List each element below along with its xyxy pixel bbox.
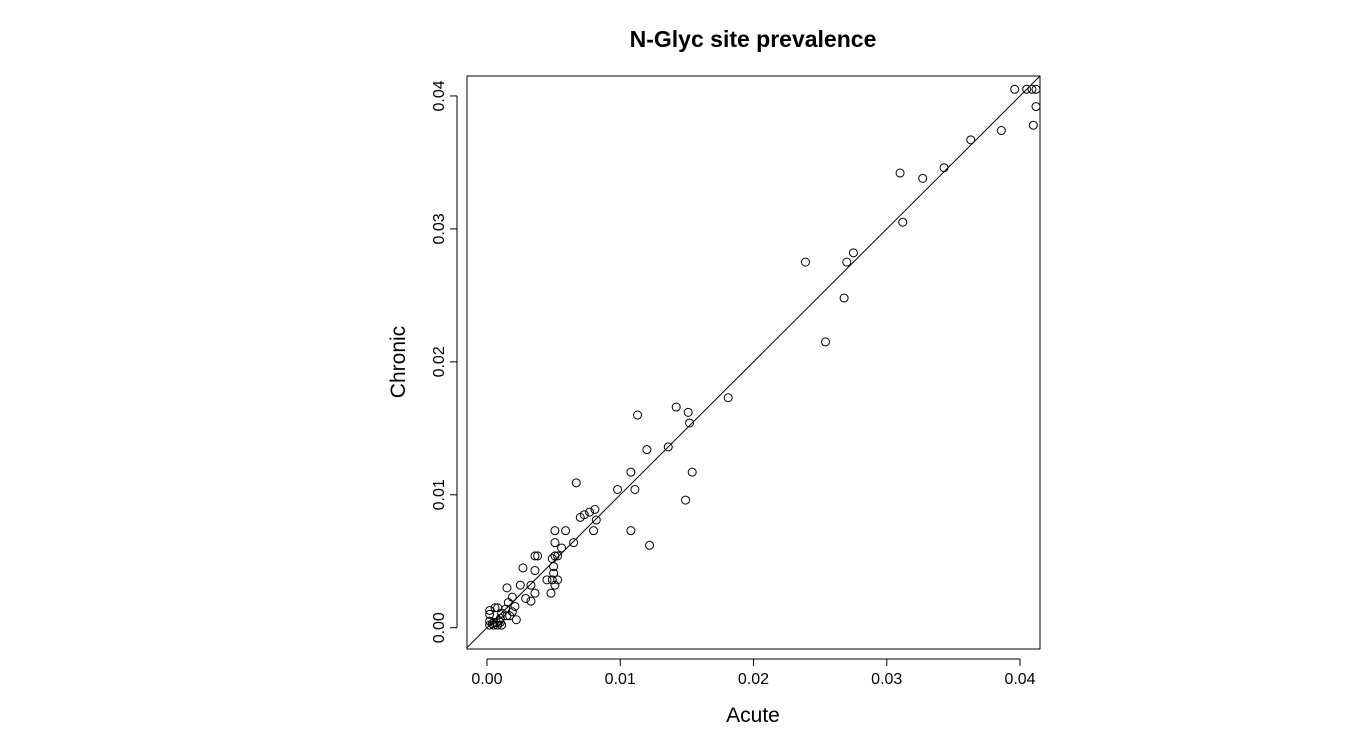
data-point (633, 410, 643, 420)
y-tick-label: 0.04 (431, 80, 448, 111)
data-point (530, 551, 540, 561)
data-point (663, 442, 673, 452)
y-axis: 0.00 0.01 0.02 0.03 0.04 (431, 80, 458, 643)
data-point (683, 407, 693, 417)
data-point (549, 562, 559, 572)
y-axis-title: Chronic (387, 326, 410, 398)
data-point (966, 135, 976, 145)
data-point (547, 575, 557, 585)
data-point (723, 393, 733, 403)
data-point (549, 568, 559, 578)
data-point (996, 126, 1006, 136)
data-point (485, 609, 495, 619)
data-point (553, 575, 563, 585)
data-point (1022, 84, 1032, 94)
data-point (685, 418, 695, 428)
data-point (898, 217, 908, 227)
data-point (550, 538, 560, 548)
y-tick-label: 0.00 (431, 612, 448, 643)
y-tick-label: 0.02 (431, 346, 448, 377)
data-point (515, 580, 525, 590)
x-tick-label: 0.00 (471, 671, 502, 688)
data-point (848, 248, 858, 258)
data-point (939, 163, 949, 173)
data-point (630, 484, 640, 494)
data-point (626, 467, 636, 477)
data-point (687, 467, 697, 477)
data-point (575, 512, 585, 522)
data-point (542, 575, 552, 585)
data-point (1028, 120, 1038, 130)
data-point (533, 551, 543, 561)
data-point (1027, 84, 1037, 94)
data-point (510, 601, 520, 611)
data-point (590, 504, 600, 514)
data-point (526, 580, 536, 590)
data-point (895, 168, 905, 178)
data-point (589, 526, 599, 536)
x-tick-label: 0.02 (738, 671, 769, 688)
data-point (550, 551, 560, 561)
data-point (842, 257, 852, 267)
data-point (505, 611, 515, 621)
y-tick-label: 0.01 (431, 479, 448, 510)
data-point (485, 605, 495, 615)
data-point (553, 551, 563, 561)
data-point (550, 526, 560, 536)
x-axis-title: Acute (726, 704, 780, 727)
data-points (485, 84, 1041, 630)
x-tick-label: 0.03 (871, 671, 902, 688)
data-point (571, 478, 581, 488)
y-tick-label: 0.03 (431, 213, 448, 244)
data-point (511, 615, 521, 625)
plot-frame (466, 75, 1041, 650)
data-point (569, 538, 579, 548)
data-point (530, 566, 540, 576)
data-point (645, 540, 655, 550)
data-point (1010, 84, 1020, 94)
data-point (518, 563, 528, 573)
data-point (626, 526, 636, 536)
data-point (561, 526, 571, 536)
data-point (1031, 84, 1041, 94)
data-point (671, 402, 681, 412)
data-point (1031, 102, 1041, 112)
data-point (681, 495, 691, 505)
data-point (839, 293, 849, 303)
data-point (502, 583, 512, 593)
x-axis: 0.00 0.01 0.02 0.03 0.04 (471, 658, 1036, 688)
data-point (493, 603, 503, 613)
data-point (546, 588, 556, 598)
data-point (550, 580, 560, 590)
data-point (530, 588, 540, 598)
data-point (642, 445, 652, 455)
data-point (494, 616, 504, 626)
data-point (490, 603, 500, 613)
data-point (526, 596, 536, 606)
data-point (591, 515, 601, 525)
data-point (820, 337, 830, 347)
data-point (585, 507, 595, 517)
data-point (800, 257, 810, 267)
data-point (557, 543, 567, 553)
data-point (613, 484, 623, 494)
data-point (521, 593, 531, 603)
data-point (507, 592, 517, 602)
x-tick-label: 0.04 (1004, 671, 1035, 688)
chart-title: N-Glyc site prevalence (630, 26, 877, 52)
identity-reference-line (466, 75, 1041, 649)
x-tick-label: 0.01 (605, 671, 636, 688)
data-point (918, 173, 928, 183)
